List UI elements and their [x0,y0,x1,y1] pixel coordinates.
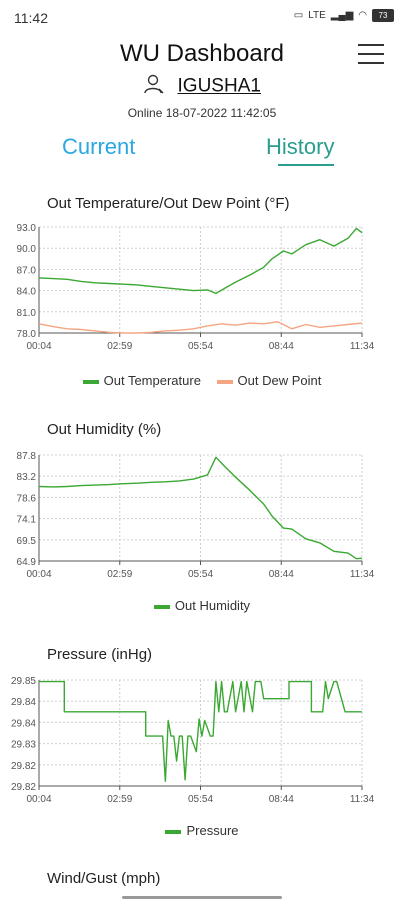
x-tick-label: 08:44 [269,341,294,352]
legend-label: Pressure [186,823,239,838]
legend-pressure[interactable]: Pressure [165,823,239,838]
y-tick-label: 64.9 [17,557,37,568]
y-tick-label: 74.1 [17,515,37,526]
station-id-link[interactable]: IGUSHA1 [177,75,261,97]
y-tick-label: 81.0 [17,308,37,319]
y-tick-label: 90.0 [17,244,37,255]
wind-chart-title: Wind/Gust (mph) [47,870,161,887]
legend-out-temperature[interactable]: Out Temperature [82,373,201,388]
tab-current[interactable]: Current [62,134,136,159]
y-tick-label: 93.0 [17,223,37,234]
y-tick-label: 78.0 [17,329,37,340]
temp-dew-chart: 93.0 90.0 87.0 84.0 81.0 78.000:04 02:59 05:54 0… [17,223,375,352]
x-tick-label: 08:44 [269,569,294,580]
x-tick-label: 00:04 [26,569,51,580]
legend-swatch [153,604,170,609]
x-tick-label: 11:34 [350,341,375,352]
pressure-chart-legend: Pressure [0,823,404,838]
y-tick-label: 87.0 [17,265,37,276]
legend-swatch [216,379,233,384]
x-tick-label: 05:54 [188,341,213,352]
temp-chart-legend: Out Temperature Out Dew Point [0,373,404,388]
y-tick-label: 83.2 [17,472,37,483]
x-tick-label: 02:59 [107,341,132,352]
legend-out-humidity[interactable]: Out Humidity [153,598,251,613]
tab-history-underline [278,164,334,166]
legend-out-dew-point[interactable]: Out Dew Point [216,373,322,388]
app-title: WU Dashboard [119,40,285,67]
x-tick-label: 00:04 [26,794,51,805]
series-line-out-temperature [38,227,363,295]
x-tick-label: 05:54 [188,569,213,580]
tab-history[interactable]: History [266,134,335,166]
y-tick-label: 29.82 [11,782,36,793]
station-row: IGUSHA1 [0,73,404,100]
online-status: Online 18-07-2022 11:42:05 [127,106,277,120]
series-line-out-dew-point [38,320,363,334]
network-label: LTE [308,10,326,21]
y-tick-label: 78.6 [17,493,37,504]
tab-history-label: History [266,134,335,159]
x-tick-label: 05:54 [188,794,213,805]
legend-swatch [82,379,99,384]
y-tick-label: 87.8 [17,451,37,462]
status-icons: ▭ LTE ▂▄▆ ◠ 73 [294,9,394,22]
y-tick-label: 29.84 [11,718,36,729]
hamburger-menu-icon[interactable] [358,44,384,66]
sim-icon: ▭ [293,10,304,21]
x-tick-label: 02:59 [107,569,132,580]
legend-label: Out Temperature [103,373,201,388]
wifi-icon: ◠ [358,10,367,21]
x-tick-label: 02:59 [107,794,132,805]
y-tick-label: 29.83 [11,740,36,751]
temp-chart-title: Out Temperature/Out Dew Point (°F) [47,195,290,212]
legend-label: Out Dew Point [237,373,322,388]
battery-icon: 73 [372,9,394,22]
user-icon [143,73,165,100]
humidity-chart-legend: Out Humidity [0,598,404,613]
legend-label: Out Humidity [174,598,251,613]
humidity-chart: 87.8 83.2 78.6 74.1 69.5 64.900:04 02:59 05:54 0… [17,451,375,580]
legend-swatch [165,829,182,834]
y-tick-label: 84.0 [17,287,37,298]
series-line-pressure [39,680,362,783]
home-indicator[interactable] [122,896,282,899]
y-tick-label: 29.82 [11,761,36,772]
status-time: 11:42 [14,10,48,26]
y-tick-label: 29.85 [11,676,36,687]
x-tick-label: 11:34 [350,794,375,805]
x-tick-label: 08:44 [269,794,294,805]
x-tick-label: 00:04 [26,341,51,352]
status-bar: 11:42 ▭ LTE ▂▄▆ ◠ 73 [0,0,404,36]
humidity-chart-title: Out Humidity (%) [47,421,162,438]
y-tick-label: 29.84 [11,697,36,708]
x-tick-label: 11:34 [350,569,375,580]
series-line-out-humidity [38,456,363,560]
pressure-chart-title: Pressure (inHg) [47,646,153,663]
signal-icon: ▂▄▆ [330,10,354,21]
y-tick-label: 69.5 [17,536,37,547]
